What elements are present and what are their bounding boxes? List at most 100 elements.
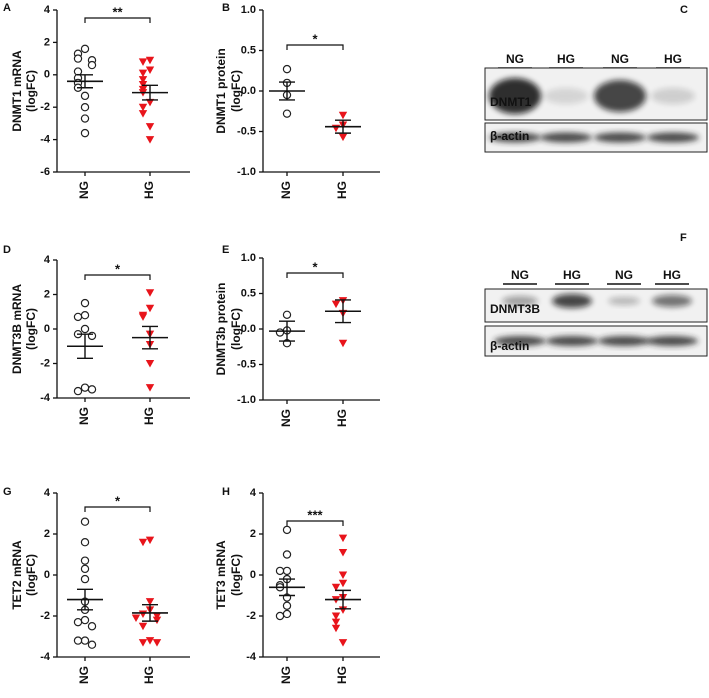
lane-label: HG bbox=[664, 52, 682, 66]
data-point bbox=[152, 616, 162, 625]
panel-label: B bbox=[222, 2, 230, 14]
panel-label: A bbox=[3, 2, 11, 14]
row-label: β-actin bbox=[490, 129, 529, 143]
data-point bbox=[138, 76, 148, 84]
y-tick-label: -2 bbox=[40, 610, 50, 622]
data-point bbox=[80, 102, 90, 112]
data-point bbox=[275, 611, 285, 621]
blot-band bbox=[494, 336, 546, 346]
data-point bbox=[80, 44, 90, 54]
lane-label: NG bbox=[611, 52, 629, 66]
data-point bbox=[80, 636, 90, 645]
significance-label: ** bbox=[112, 4, 123, 19]
data-point bbox=[145, 136, 155, 144]
data-point bbox=[80, 114, 90, 123]
significance-bracket bbox=[84, 17, 151, 23]
data-point bbox=[138, 110, 148, 118]
data-point bbox=[80, 538, 90, 547]
data-point bbox=[145, 123, 155, 131]
y-axis-label: (logFC) bbox=[229, 308, 243, 350]
data-point bbox=[131, 614, 141, 623]
significance-label: * bbox=[312, 259, 318, 274]
y-tick-label: 1.0 bbox=[241, 252, 256, 264]
x-tick-label: HG bbox=[142, 666, 156, 684]
blot-band bbox=[540, 132, 592, 143]
data-point bbox=[152, 639, 162, 647]
data-point bbox=[282, 601, 292, 610]
data-point bbox=[145, 66, 155, 74]
data-point bbox=[145, 289, 155, 297]
blot-band bbox=[594, 132, 646, 143]
y-axis-label: (logFC) bbox=[24, 308, 38, 350]
data-point bbox=[80, 574, 90, 584]
y-tick-label: 2 bbox=[44, 528, 50, 540]
error-bar bbox=[142, 84, 158, 101]
error-bar bbox=[77, 588, 93, 611]
data-point bbox=[282, 525, 292, 535]
data-point bbox=[331, 583, 341, 592]
significance-bracket bbox=[286, 44, 344, 50]
blot-band bbox=[652, 295, 692, 307]
data-point bbox=[73, 617, 83, 627]
lane-label: NG bbox=[615, 268, 633, 282]
data-point bbox=[87, 622, 97, 631]
data-point bbox=[80, 298, 90, 308]
error-bar bbox=[335, 119, 351, 134]
y-tick-label: 1.0 bbox=[241, 4, 256, 16]
panel-label: H bbox=[222, 486, 230, 498]
significance-label: *** bbox=[307, 507, 323, 522]
data-point bbox=[338, 548, 348, 557]
data-point bbox=[138, 58, 148, 66]
significance-label: * bbox=[115, 493, 121, 508]
data-point bbox=[338, 111, 348, 120]
x-tick-label: NG bbox=[279, 181, 293, 199]
y-tick-label: 2 bbox=[250, 528, 256, 540]
y-tick-label: 0.5 bbox=[241, 287, 256, 299]
data-point bbox=[80, 128, 90, 138]
significance-bracket bbox=[84, 274, 151, 280]
blot-band bbox=[598, 336, 650, 346]
y-tick-label: -2 bbox=[40, 101, 50, 113]
y-tick-label: 4 bbox=[44, 4, 51, 16]
y-axis-label: DNMT3b protein bbox=[214, 283, 228, 376]
x-tick-label: HG bbox=[335, 666, 349, 684]
data-point bbox=[152, 612, 162, 620]
data-point bbox=[338, 571, 348, 579]
y-tick-label: 0.0 bbox=[241, 85, 256, 97]
panel-label: E bbox=[222, 244, 229, 256]
data-point bbox=[338, 579, 348, 588]
y-tick-label: -4 bbox=[246, 651, 257, 663]
y-axis-label: (logFC) bbox=[229, 70, 243, 112]
y-tick-label: 0.0 bbox=[241, 323, 256, 335]
y-tick-label: 2 bbox=[44, 36, 50, 48]
data-point bbox=[275, 328, 285, 337]
data-point bbox=[338, 339, 348, 348]
significance-bracket bbox=[286, 520, 344, 526]
data-point bbox=[282, 566, 292, 576]
y-tick-label: -0.5 bbox=[237, 358, 256, 370]
error-bar bbox=[335, 589, 351, 610]
y-axis-label: TET3 mRNA bbox=[214, 540, 228, 610]
data-point bbox=[138, 313, 148, 321]
y-axis-label: (logFC) bbox=[24, 70, 38, 112]
data-point bbox=[331, 300, 341, 309]
data-point bbox=[138, 538, 148, 547]
error-bar bbox=[77, 333, 93, 360]
data-point bbox=[282, 109, 292, 118]
x-tick-label: HG bbox=[335, 409, 349, 427]
data-point bbox=[80, 383, 90, 392]
blot-band bbox=[544, 88, 588, 104]
blot-band bbox=[489, 132, 541, 143]
y-tick-label: -6 bbox=[40, 166, 50, 178]
y-tick-label: 0 bbox=[250, 569, 256, 581]
data-point bbox=[80, 615, 90, 625]
data-point bbox=[145, 536, 155, 545]
data-point bbox=[338, 133, 348, 142]
lane-label: HG bbox=[663, 268, 681, 282]
data-point bbox=[145, 56, 155, 65]
data-point bbox=[145, 598, 155, 606]
data-point bbox=[138, 69, 148, 78]
data-point bbox=[73, 312, 83, 322]
y-tick-label: 0.5 bbox=[241, 44, 256, 56]
